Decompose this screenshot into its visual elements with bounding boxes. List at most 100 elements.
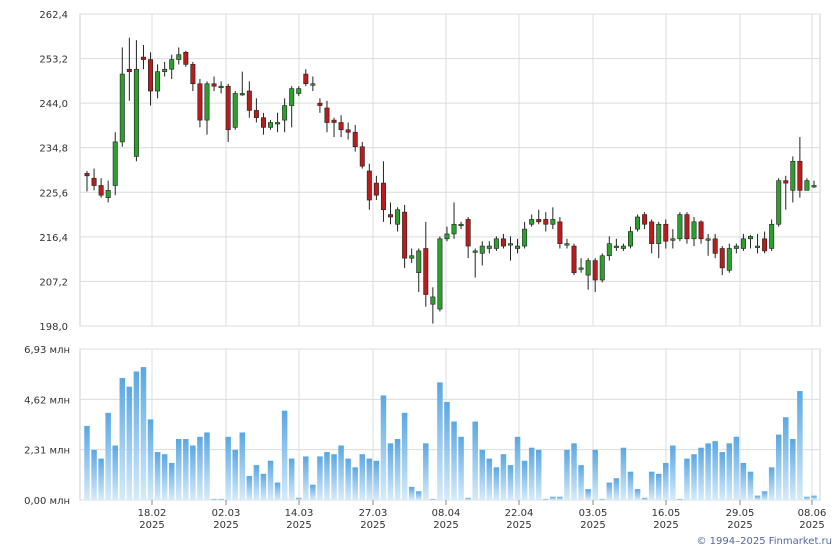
volume-bar: [578, 465, 584, 500]
volume-bar: [267, 460, 274, 500]
volume-bar: [246, 476, 253, 500]
volume-bar: [408, 486, 415, 500]
candle-body: [366, 170, 372, 201]
volume-bar: [430, 498, 436, 500]
volume-bar: [627, 471, 634, 500]
volume-bar: [190, 445, 196, 500]
candle-body: [190, 64, 196, 85]
volume-bar: [373, 460, 380, 500]
volume-bar: [592, 449, 598, 500]
candle-body: [239, 93, 245, 96]
volume-bar: [564, 449, 570, 500]
x-tick-label: 08.04 2025: [432, 508, 461, 531]
volume-bar: [451, 421, 457, 500]
candle-body: [338, 122, 344, 131]
volume-bar: [599, 498, 606, 500]
candle-body: [155, 71, 161, 92]
volume-bar: [105, 412, 111, 500]
candle-body: [268, 122, 274, 128]
candle-body: [635, 216, 641, 230]
volume-bar: [387, 443, 394, 500]
candle-body: [444, 233, 450, 240]
candle-body: [684, 214, 690, 240]
volume-bar: [535, 449, 542, 500]
candle-body: [218, 85, 224, 88]
candle-body: [479, 245, 485, 254]
candle-body: [211, 83, 217, 87]
y-tick-label: 198,0: [39, 322, 68, 333]
candle-body: [472, 250, 478, 253]
volume-bar: [260, 473, 267, 500]
candle-body: [84, 173, 90, 177]
candle-body: [451, 223, 457, 235]
candle-body: [550, 219, 556, 225]
candle-body: [804, 180, 810, 191]
volume-bar: [790, 438, 796, 500]
volume-bar: [133, 371, 140, 500]
candle-body: [769, 223, 775, 249]
volume-bar: [98, 458, 104, 500]
candle-body: [359, 146, 365, 167]
candle-body: [811, 185, 817, 188]
volume-bar: [437, 382, 443, 500]
copyright-text: © 1994–2025 Finmarket.ru: [696, 536, 832, 547]
volume-bar: [423, 443, 429, 500]
volume-tick-label: 4,62 млн: [24, 395, 70, 406]
candle-body: [783, 180, 789, 184]
volume-bar: [458, 436, 464, 500]
volume-bar: [154, 452, 161, 500]
volume-bar: [698, 447, 704, 500]
volume-bar: [507, 465, 514, 500]
candle-body: [493, 238, 499, 249]
volume-bar: [303, 456, 309, 500]
volume-bar: [401, 412, 408, 500]
candle-body: [529, 219, 535, 225]
y-tick-label: 244,0: [39, 99, 68, 110]
volume-bar: [620, 447, 627, 500]
candle-body: [395, 209, 401, 225]
candle-body: [726, 248, 732, 271]
volume-bar: [310, 484, 316, 500]
candle-body: [776, 180, 782, 225]
x-tick-label: 02.03 2025: [212, 508, 241, 531]
candle-body: [282, 105, 288, 121]
candle-body: [416, 250, 422, 274]
volume-bar: [394, 438, 401, 500]
candle-body: [331, 119, 337, 123]
volume-bar: [232, 449, 238, 500]
candle-body: [324, 107, 330, 123]
candle-body: [310, 83, 316, 86]
volume-bar: [613, 478, 620, 500]
candle-body: [740, 238, 746, 249]
candle-body: [705, 238, 711, 241]
candle-body: [797, 160, 803, 191]
volume-bar: [804, 496, 810, 500]
volume-panel: 0,00 млн 2,31 млн 4,62 млн 6,93 млн: [24, 345, 821, 507]
candle-body: [232, 93, 238, 128]
candle-body: [105, 190, 111, 198]
volume-bar: [797, 391, 803, 500]
volume-bar: [472, 421, 478, 500]
x-tick-label: 14.03 2025: [285, 508, 314, 531]
x-tick-label: 27.03 2025: [359, 508, 388, 531]
candle-body: [317, 102, 323, 106]
candle-body: [543, 219, 549, 225]
candle-body: [755, 245, 761, 248]
volume-bar: [479, 449, 486, 500]
volume-bar: [606, 482, 613, 500]
candle-body: [388, 214, 393, 218]
candle-body: [133, 68, 139, 157]
candle-body: [670, 238, 676, 241]
candle-body: [458, 223, 464, 227]
volume-bar: [486, 458, 493, 500]
candle-body: [677, 214, 683, 240]
candle-body: [698, 221, 704, 240]
volume-tick-label: 0,00 млн: [24, 496, 70, 507]
candle-body: [162, 68, 168, 72]
candle-body: [352, 131, 358, 148]
candle-body: [204, 83, 210, 121]
candle-body: [585, 260, 591, 276]
price-plot-frame: [79, 13, 821, 327]
candle-body: [275, 122, 281, 125]
